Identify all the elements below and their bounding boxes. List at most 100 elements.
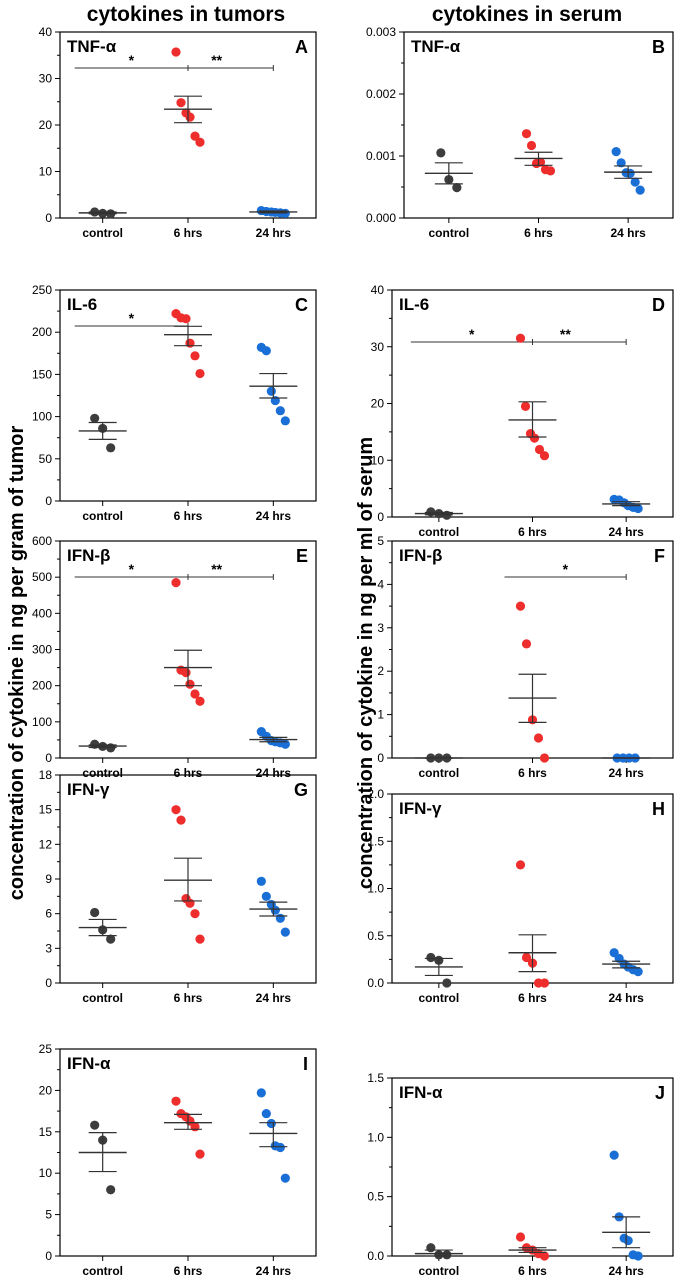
- panel-title: IFN-γ: [67, 780, 110, 799]
- data-point: [625, 168, 635, 178]
- x-tick-label: 24 hrs: [608, 766, 644, 780]
- data-point: [181, 314, 191, 324]
- y-tick-label: 100: [32, 410, 52, 424]
- data-point: [280, 927, 290, 937]
- data-point: [526, 140, 537, 151]
- y-tick-label: 600: [32, 534, 52, 548]
- data-point: [270, 395, 280, 406]
- y-tick-label: 0.001: [366, 149, 396, 163]
- x-tick-label: 6 hrs: [524, 226, 553, 240]
- data-point: [106, 1185, 116, 1195]
- y-tick-label: 30: [371, 340, 385, 354]
- x-tick-label: 24 hrs: [610, 226, 646, 240]
- data-point: [539, 1251, 550, 1261]
- data-point: [436, 148, 446, 158]
- x-tick-label: 6 hrs: [174, 509, 203, 523]
- significance-label: *: [563, 561, 569, 577]
- data-point: [185, 679, 195, 689]
- x-tick-label: control: [429, 226, 470, 240]
- panel-title: TNF-α: [67, 37, 117, 56]
- data-point: [185, 112, 195, 122]
- y-tick-label: 0: [377, 751, 384, 765]
- plot-frame: [391, 540, 674, 759]
- chart-panel-f: 0 1 2 3 4 5 control 6 hrs 24 hrs IFN-β F *: [377, 534, 674, 780]
- x-tick-label: 6 hrs: [174, 1264, 203, 1278]
- data-point: [195, 1149, 205, 1159]
- y-tick-label: 40: [371, 283, 385, 297]
- y-tick-label: 30: [39, 72, 53, 86]
- data-point: [442, 1250, 452, 1260]
- y-tick-label: 1.0: [367, 1130, 384, 1144]
- data-point: [106, 934, 116, 944]
- x-tick-label: control: [82, 509, 123, 523]
- data-point: [515, 1232, 526, 1242]
- data-point: [195, 696, 205, 706]
- data-point: [633, 967, 643, 977]
- data-point: [171, 47, 181, 57]
- data-point: [190, 1122, 200, 1132]
- significance-label: *: [129, 52, 135, 68]
- y-tick-label: 25: [39, 1042, 53, 1056]
- y-tick-label: 50: [39, 452, 53, 466]
- x-tick-label: 24 hrs: [608, 1264, 644, 1278]
- y-tick-label: 2: [377, 664, 384, 678]
- y-tick-label: 150: [32, 367, 52, 381]
- y-tick-label: 0: [45, 211, 52, 225]
- x-tick-label: 24 hrs: [256, 509, 292, 523]
- x-tick-label: 6 hrs: [518, 991, 547, 1005]
- x-tick-label: control: [82, 991, 123, 1005]
- data-point: [633, 1251, 643, 1261]
- x-tick-label: 6 hrs: [174, 766, 203, 780]
- data-point: [185, 338, 195, 348]
- data-point: [176, 815, 186, 825]
- data-point: [195, 368, 205, 379]
- chart-panel-b: 0.000 0.001 0.002 0.003 control 6 hrs 24 hrs TN…: [366, 25, 674, 240]
- y-tick-label: 200: [32, 679, 52, 693]
- significance-label: **: [211, 561, 222, 577]
- data-point: [90, 907, 100, 918]
- data-point: [452, 183, 462, 193]
- data-point: [190, 351, 200, 361]
- chart-panel-h: 0.0 0.5 1.0 1.5 2.0 control 6 hrs 24 hrs IFN-γ H: [367, 787, 674, 1005]
- data-point: [515, 860, 526, 870]
- data-point: [90, 1120, 100, 1130]
- data-point: [609, 1150, 619, 1160]
- data-point: [261, 891, 271, 901]
- data-point: [520, 401, 531, 411]
- y-tick-label: 1.5: [367, 1071, 384, 1085]
- x-tick-label: 24 hrs: [608, 991, 644, 1005]
- y-tick-label: 0: [45, 976, 52, 990]
- y-tick-label: 0.002: [366, 87, 396, 101]
- y-tick-label: 0: [45, 751, 52, 765]
- y-tick-label: 100: [32, 715, 52, 729]
- data-point: [630, 177, 640, 187]
- x-tick-label: 6 hrs: [518, 525, 547, 539]
- y-tick-label: 250: [32, 283, 52, 297]
- y-tick-label: 0: [377, 510, 384, 524]
- data-point: [426, 952, 436, 963]
- y-tick-label: 0.0: [367, 1249, 384, 1263]
- data-point: [106, 443, 116, 453]
- data-point: [529, 433, 540, 443]
- data-point: [635, 185, 645, 195]
- panel-title: IL-6: [67, 295, 97, 314]
- data-point: [539, 753, 550, 763]
- right-column-title: cytokines in serum: [432, 3, 622, 26]
- y-tick-label: 0.003: [366, 25, 396, 39]
- y-tick-label: 200: [32, 325, 52, 339]
- x-tick-label: control: [419, 1264, 460, 1278]
- data-point: [533, 733, 544, 743]
- data-point: [185, 898, 195, 908]
- x-tick-label: 24 hrs: [256, 226, 292, 240]
- data-point: [190, 689, 200, 699]
- chart-panel-c: 0 50 100 150 200 250 control 6 hrs 24 hrs IL-6 C *: [32, 283, 317, 523]
- panel-letter: B: [652, 37, 665, 57]
- y-tick-label: 300: [32, 643, 52, 657]
- data-point: [616, 158, 626, 168]
- data-point: [176, 98, 186, 108]
- x-tick-label: control: [82, 766, 123, 780]
- panel-title: IFN-α: [67, 1054, 111, 1073]
- panel-letter: A: [295, 37, 308, 57]
- y-tick-label: 18: [39, 768, 53, 782]
- data-point: [270, 905, 280, 915]
